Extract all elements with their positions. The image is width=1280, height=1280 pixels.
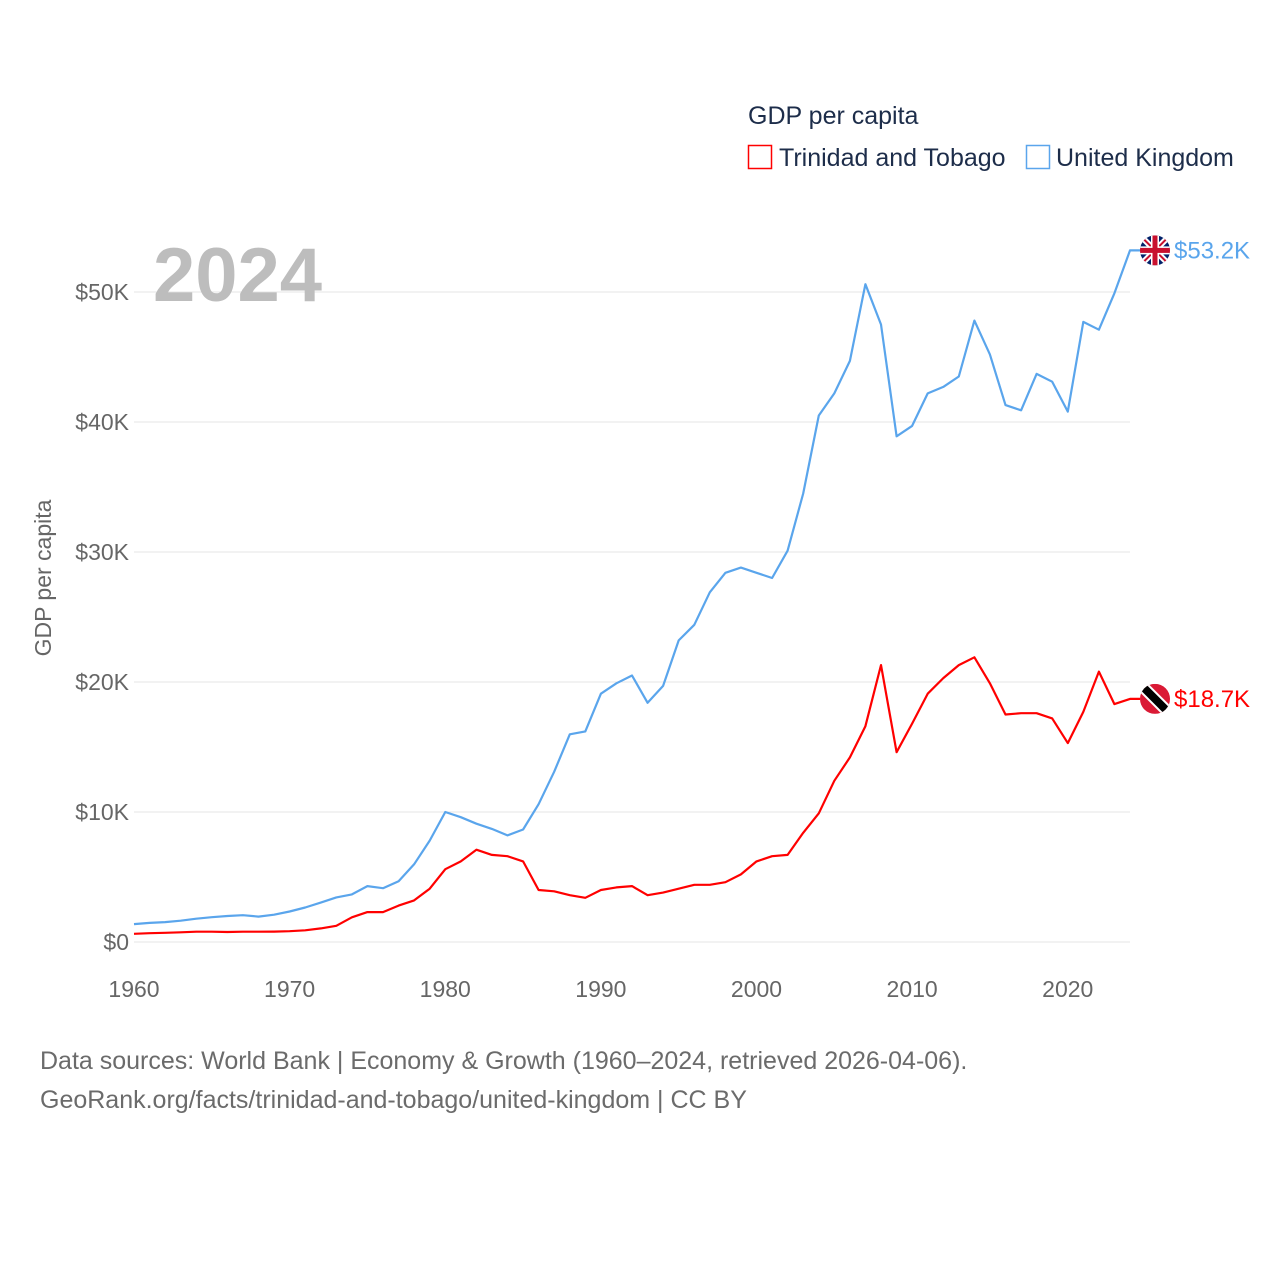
y-tick-label: $20K <box>75 669 129 695</box>
footer-sources: Data sources: World Bank | Economy & Gro… <box>40 1047 967 1075</box>
year-label: 2024 <box>153 233 322 318</box>
y-tick-label: $10K <box>75 799 129 825</box>
legend-item-trinidad-and-tobago[interactable]: Trinidad and Tobago <box>747 144 1006 172</box>
legend-swatch <box>747 144 773 170</box>
united-kingdom-flag-icon <box>1140 235 1170 266</box>
grid-lines <box>134 291 1130 943</box>
x-tick-label: 2010 <box>887 976 938 1002</box>
x-tick-label: 2020 <box>1042 976 1093 1002</box>
y-tick-label: $0 <box>103 929 129 955</box>
legend-label: Trinidad and Tobago <box>779 144 1006 172</box>
legend-item-united-kingdom[interactable]: United Kingdom <box>1025 144 1234 172</box>
x-tick-label: 2000 <box>731 976 782 1002</box>
series-line-united-kingdom[interactable] <box>133 249 1140 926</box>
series-lines <box>133 249 1140 935</box>
legend-swatch <box>1025 144 1051 170</box>
series-line-trinidad-and-tobago[interactable] <box>133 656 1140 935</box>
legend: GDP per capita Trinidad and Tobago Unite… <box>747 102 1234 172</box>
y-tick-label: $40K <box>75 409 129 435</box>
y-axis-label: GDP per capita <box>30 499 56 656</box>
x-tick-label: 1990 <box>575 976 626 1002</box>
x-tick-label: 1960 <box>108 976 159 1002</box>
end-value-label: $18.7K <box>1174 686 1250 713</box>
x-tick-label: 1970 <box>264 976 315 1002</box>
end-value-label: $53.2K <box>1174 237 1250 264</box>
x-axis-ticks: 1960 1970 1980 1990 2000 2010 2020 <box>108 976 1093 1002</box>
legend-title: GDP per capita <box>748 102 919 130</box>
x-tick-label: 1980 <box>420 976 471 1002</box>
y-tick-label: $30K <box>75 539 129 565</box>
y-tick-label: $50K <box>75 279 129 305</box>
end-labels: $18.7K $53.2K <box>1140 235 1250 714</box>
legend-label: United Kingdom <box>1056 144 1234 172</box>
trinidad-and-tobago-flag-icon <box>1140 683 1170 714</box>
y-axis-ticks: $0 $10K $20K $30K $40K $50K <box>75 279 129 955</box>
footer-url[interactable]: GeoRank.org/facts/trinidad-and-tobago/un… <box>40 1086 747 1114</box>
